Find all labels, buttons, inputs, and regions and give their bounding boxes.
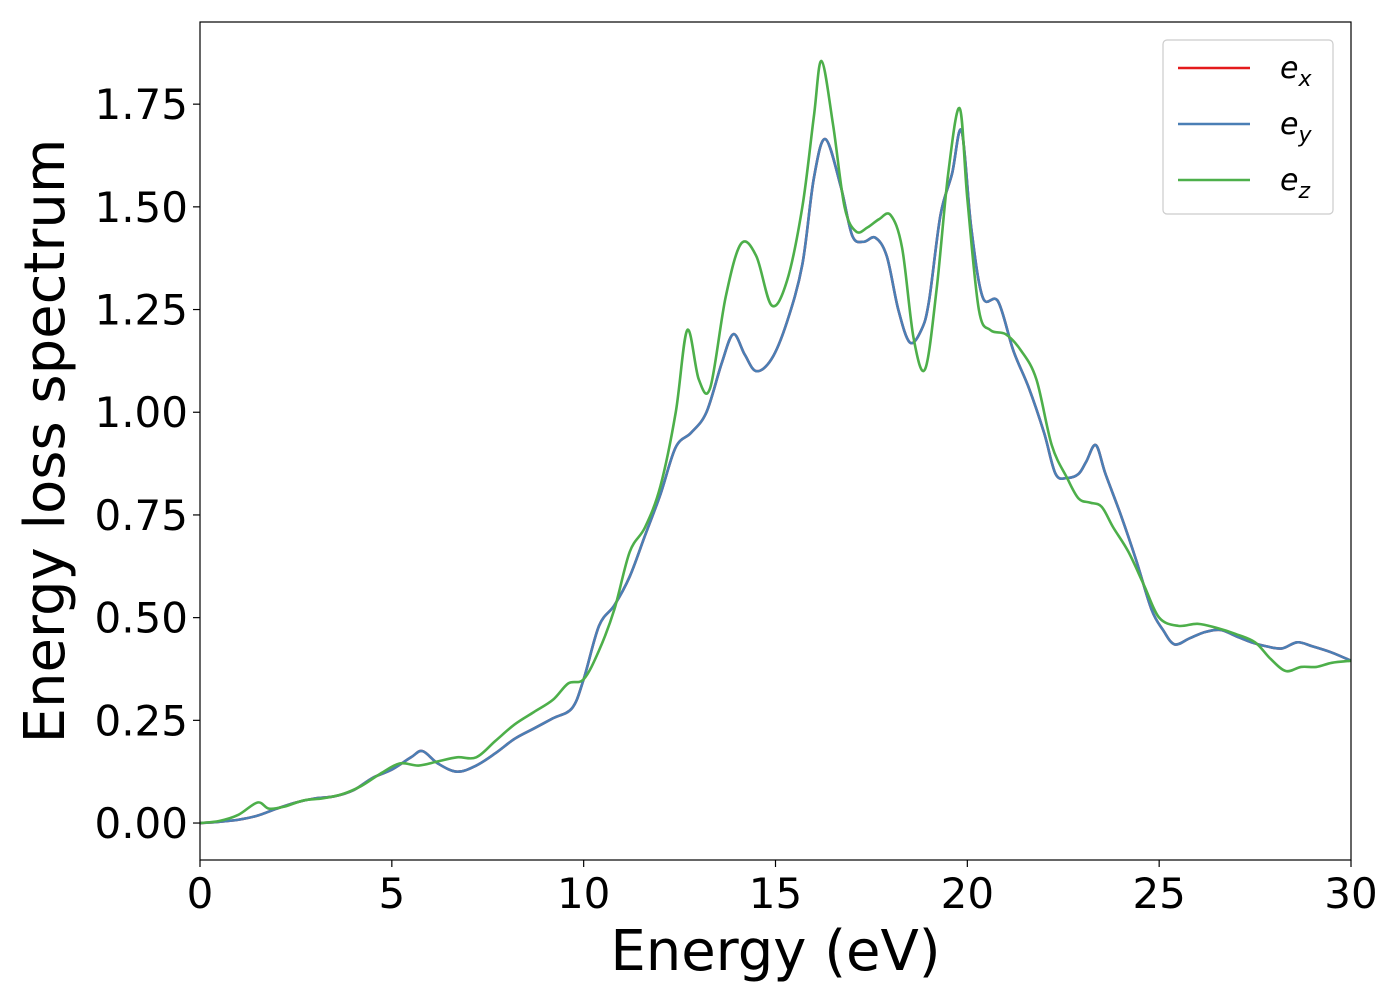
x-tick-label: 5 <box>378 869 405 918</box>
x-tick-label: 20 <box>941 869 994 918</box>
y-axis-ticks: 0.00 0.25 0.50 0.75 1.00 1.25 1.50 1.75 <box>94 80 200 848</box>
y-tick-label: 0.25 <box>94 696 188 745</box>
legend-box <box>1162 39 1334 215</box>
y-tick-label: 1.25 <box>94 286 188 335</box>
x-axis-ticks: 0 5 10 15 20 25 30 <box>187 860 1378 918</box>
legend-subscript: z <box>1297 179 1310 204</box>
x-tick-label: 25 <box>1132 869 1185 918</box>
legend-subscript: x <box>1297 67 1312 92</box>
y-tick-label: 1.00 <box>94 388 188 437</box>
y-tick-label: 1.75 <box>94 80 188 129</box>
x-tick-label: 30 <box>1324 869 1377 918</box>
y-tick-label: 1.50 <box>94 183 188 232</box>
series-line-z <box>199 59 1352 825</box>
y-tick-label: 0.75 <box>94 491 188 540</box>
y-tick-label: 0.50 <box>94 594 188 643</box>
series-line-x <box>199 128 1352 825</box>
y-axis-title: Energy loss spectrum <box>13 139 78 744</box>
x-tick-label: 0 <box>187 869 214 918</box>
y-tick-label: 0.00 <box>94 799 188 848</box>
series-line-y <box>199 128 1352 825</box>
x-tick-label: 10 <box>557 869 610 918</box>
legend-subscript: y <box>1297 123 1312 148</box>
x-tick-label: 15 <box>749 869 802 918</box>
series-layer <box>199 59 1352 825</box>
x-axis-title: Energy (eV) <box>610 919 940 984</box>
